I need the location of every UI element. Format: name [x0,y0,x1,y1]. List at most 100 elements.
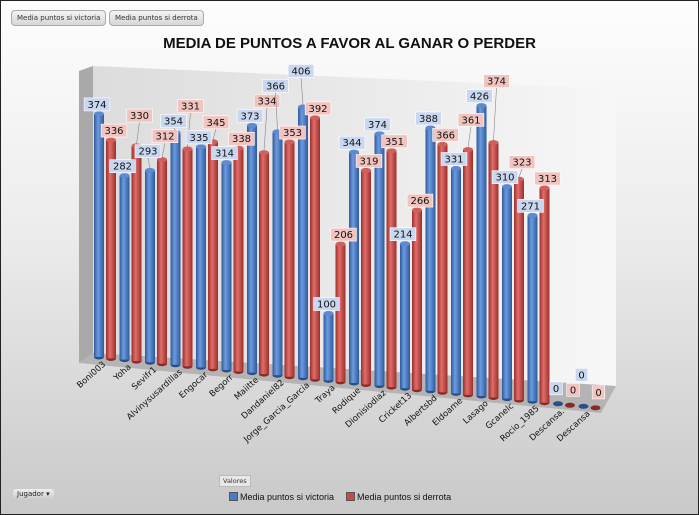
bar-top [259,150,269,156]
legend-swatch-derrota [346,492,356,501]
data-label: 313 [538,174,557,185]
data-label-box [185,130,213,145]
legend-item-victoria: Media puntos si victoria [229,492,334,502]
bar-top [323,311,334,317]
data-label-box [262,79,289,93]
data-label-box [236,109,264,123]
data-label-leader [136,122,140,144]
bar-top [349,149,359,155]
bar-base [565,402,575,408]
data-label: 334 [257,96,276,107]
data-label-box [415,111,442,126]
bar-top [412,207,422,213]
data-label-box [574,367,589,382]
bar-derrota [514,179,524,401]
data-label-box [440,152,468,166]
data-label-box [211,146,238,160]
data-label: 266 [410,196,429,207]
bar-top [106,137,116,143]
data-label-box [253,94,281,108]
data-label: 366 [436,130,455,141]
bar-derrota [386,150,397,388]
data-label-box [491,170,519,184]
bar-top [539,185,550,191]
chart-title: MEDIA DE PUNTOS A FAVOR AL GANAR O PERDE… [163,35,536,52]
bar-top [335,241,346,247]
data-label: 351 [385,137,404,148]
bar-victoria [298,107,308,378]
axis-field-dropdown[interactable]: Jugador ▾ [13,489,54,499]
data-label: 310 [495,173,514,184]
bar-victoria [349,152,359,383]
legend-swatch-victoria [229,492,238,501]
bar-derrota [131,145,142,362]
data-label: 0 [553,384,559,395]
bar-derrota [488,142,499,398]
data-label: 206 [334,230,353,241]
data-label-box [406,193,434,208]
category-label: Boni003 [75,360,108,391]
filter-button-victoria[interactable]: Media puntos si victoria [11,10,107,26]
data-label: 345 [206,118,225,129]
bar-top [527,212,538,218]
data-label: 312 [155,132,174,143]
data-label: 100 [317,300,336,311]
data-label-box [591,385,606,400]
bar-base [578,403,589,409]
data-label-box [109,159,136,174]
data-label: 336 [104,126,123,137]
data-label: 366 [266,81,285,92]
bar-top [94,111,104,117]
bar-victoria [451,168,461,394]
data-label-box [508,155,536,169]
bar-victoria [425,127,436,391]
data-label: 361 [461,115,480,126]
filter-button-derrota[interactable]: Media puntos si derrota [109,10,204,26]
data-label-leader [493,87,497,141]
bar-derrota [182,149,193,367]
legend: Media puntos si victoria Media puntos si… [229,492,451,502]
data-label-box [160,114,187,129]
bar-derrota [437,144,448,393]
data-label-box [134,144,162,159]
bar-derrota [539,188,550,403]
data-label-box [287,64,315,78]
bar-top [157,157,167,163]
data-label-box [517,199,544,213]
bar-derrota [361,170,371,385]
bar-derrota [284,142,295,377]
bars-layer [94,103,601,411]
bar-top [488,140,499,146]
data-label: 374 [87,100,106,111]
data-label-box [355,154,383,168]
bar-derrota [208,141,218,369]
data-label: 0 [570,385,576,396]
data-label-leader [518,168,523,178]
data-label: 388 [419,114,438,125]
values-field-button[interactable]: Valores [219,475,251,487]
data-label-leader [173,127,176,131]
bar-derrota [233,148,244,372]
data-label-box [304,101,332,116]
bar-derrota [106,140,116,359]
bar-victoria [119,175,130,360]
legend-label: Media puntos si derrota [357,492,452,502]
data-label: 354 [164,117,183,128]
bar-base [590,405,601,411]
data-label: 406 [291,66,310,77]
data-label-box [100,123,128,138]
data-label: 323 [512,158,531,169]
bar-top [145,168,155,174]
data-label-box [202,115,230,130]
data-label-box [279,125,306,140]
data-label-leader [161,142,166,158]
data-label-leader [275,92,278,130]
bar-base [553,401,563,407]
bar-derrota [157,159,167,364]
data-label-box [338,135,366,150]
bar-victoria [272,131,283,376]
data-label-box [364,117,391,132]
bar-victoria [221,162,232,370]
